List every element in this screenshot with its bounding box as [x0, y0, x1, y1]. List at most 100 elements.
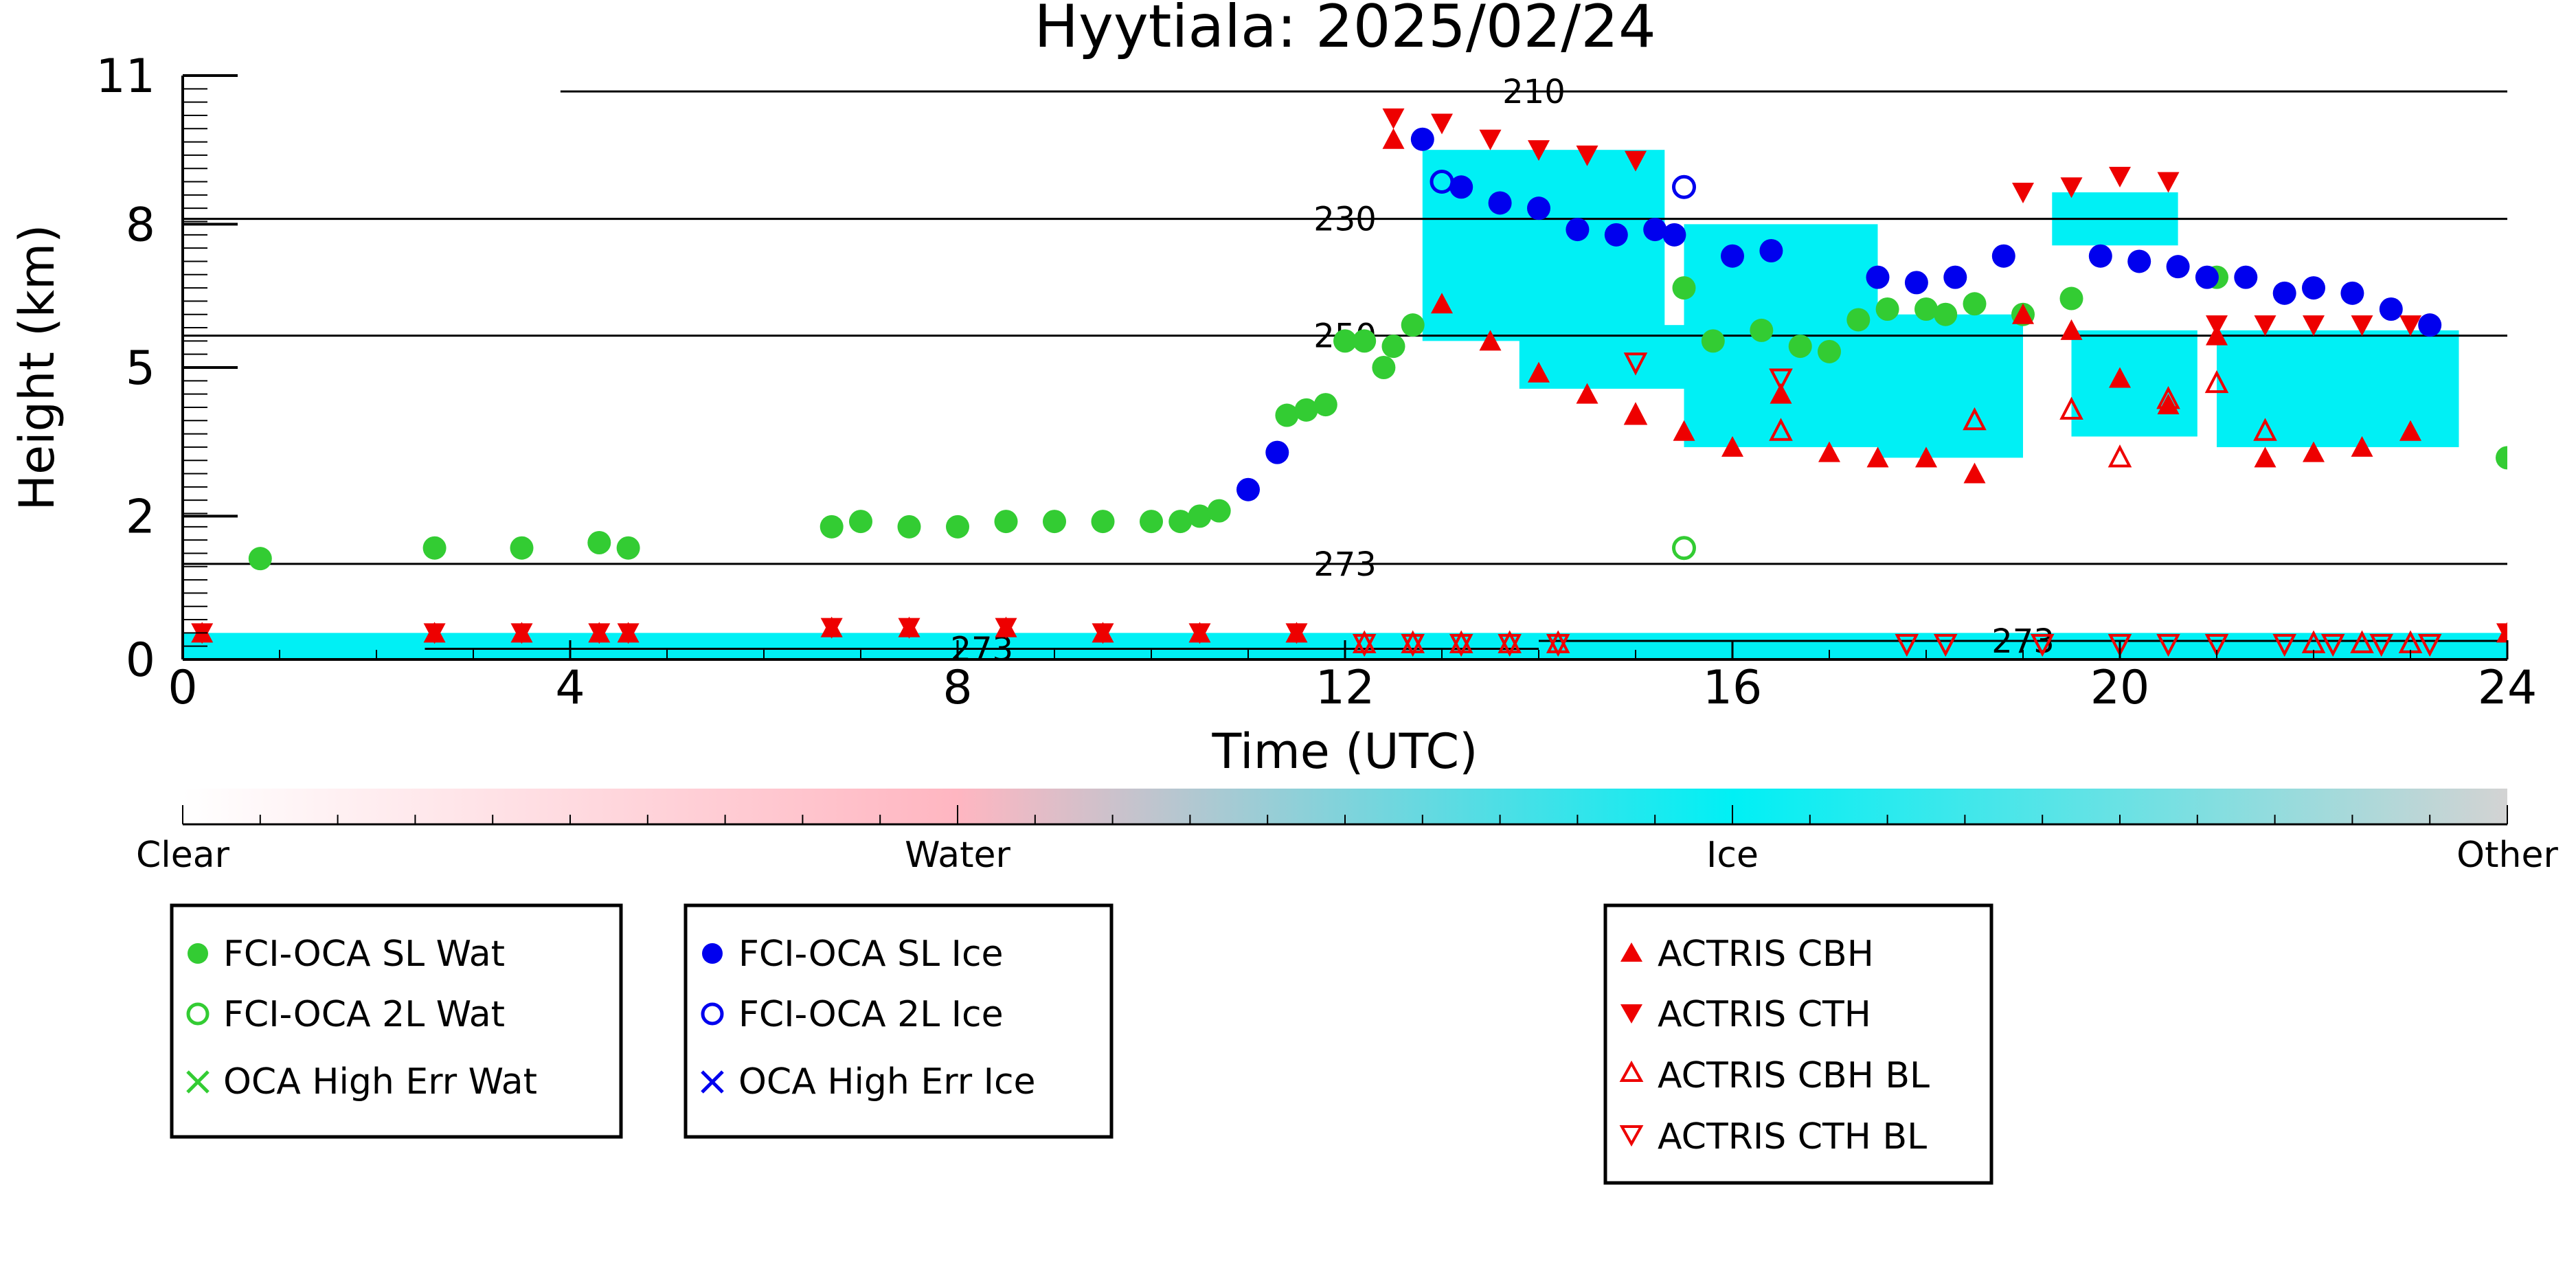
legend-actris-cbh-bl-label: ACTRIS CBH BL — [1658, 1055, 1930, 1096]
fci-oca-sl-wat-point-18 — [1313, 393, 1337, 417]
fci-oca-sl-wat-point-19 — [1333, 329, 1357, 353]
fci-oca-sl-wat-point-2 — [510, 536, 534, 560]
y-tick-label-3: 8 — [126, 198, 155, 252]
actris-cth-bl-point-4 — [1546, 633, 1570, 657]
actris-cbh-bl-point-12 — [2253, 418, 2277, 441]
fci-oca-sl-wat-point-28 — [1818, 339, 1841, 363]
legend-actris-cbh-label: ACTRIS CBH — [1658, 934, 1874, 975]
fci-oca-sl-wat-point-1 — [422, 536, 447, 560]
legend-ice-sl-label: FCI-OCA SL Ice — [738, 934, 1004, 975]
legend-ice: FCI-OCA SL Ice FCI-OCA 2L Ice OCA High E… — [683, 903, 1114, 1139]
fci-oca-sl-wat-point-17 — [1294, 398, 1318, 422]
y-tick-label-2: 5 — [126, 341, 155, 396]
legend-ice-box — [683, 903, 1114, 1139]
fci-oca-sl-ice-point-21 — [2272, 281, 2296, 305]
actris-cbh-bl-point-9 — [2108, 444, 2132, 468]
actris-cbh-point-14 — [1528, 361, 1550, 383]
fci-oca-sl-wat-point-31 — [1914, 297, 1938, 321]
legend-water-2l-label: FCI-OCA 2L Wat — [223, 994, 505, 1035]
plot-area: 210230250273273273 — [183, 73, 2507, 659]
actris-cbh-point-20 — [1818, 441, 1840, 462]
actris-cth-point-26 — [2496, 623, 2507, 644]
actris-cth-bl-point-6 — [1769, 368, 1793, 392]
actris-cbh-point-18 — [1721, 436, 1743, 457]
fci-oca-sl-wat-point-5 — [820, 515, 844, 539]
legend-water-err-label: OCA High Err Wat — [223, 1061, 537, 1103]
actris-cth-bl-point-2 — [1449, 633, 1473, 657]
fci-oca-2l-wat-point-0 — [1672, 536, 1696, 561]
actris-cth-point-20 — [2157, 172, 2180, 193]
x-tick-label-24: 24 — [2478, 661, 2538, 715]
x-axis-label: Time (UTC) — [1212, 723, 1478, 780]
fci-oca-sl-wat-point-33 — [1963, 292, 1987, 316]
y-tick-label-4: 11 — [95, 49, 155, 104]
actris-cth-point-21 — [2206, 315, 2228, 337]
x-tick-label-16: 16 — [1703, 661, 1763, 715]
actris-cth-point-5 — [820, 618, 843, 639]
actris-cth-point-19 — [2109, 166, 2131, 188]
actris-cth-point-25 — [2399, 315, 2421, 337]
fci-oca-sl-wat-point-35 — [2059, 286, 2083, 310]
actris-cth-point-11 — [1382, 108, 1405, 129]
actris-cbh-bl-point-11 — [2204, 370, 2229, 394]
actris-cbh-point-24 — [2012, 303, 2034, 324]
legend-actris-cth-bl-label: ACTRIS CTH BL — [1658, 1116, 1927, 1157]
actris-cth-point-24 — [2351, 315, 2373, 337]
actris-cth-bl-point-9 — [2030, 633, 2055, 657]
fci-oca-sl-wat-point-12 — [1140, 510, 1163, 534]
fci-oca-sl-wat-point-0 — [248, 547, 272, 571]
actris-cbh-point-23 — [1963, 462, 1986, 484]
colorbar-label-water: Water — [905, 835, 1010, 876]
y-tick-label-0: 0 — [126, 633, 155, 688]
legend-water: FCI-OCA SL Wat FCI-OCA 2L Wat OCA High E… — [170, 903, 623, 1139]
fci-oca-sl-ice-point-11 — [1759, 239, 1783, 262]
fci-oca-sl-wat-point-15 — [1207, 499, 1231, 523]
ice-region-5 — [2071, 330, 2197, 437]
fci-oca-sl-wat-point-20 — [1353, 329, 1377, 353]
actris-cth-bl-point-14 — [2320, 633, 2345, 657]
ice-cloud-layer — [183, 150, 2507, 659]
colorbar-label-clear: Clear — [136, 835, 230, 876]
fci-oca-sl-ice-point-2 — [1410, 127, 1434, 151]
colorbar: Clear Water Ice Other — [136, 789, 2558, 876]
actris-cbh-bl-point-6 — [1769, 418, 1793, 441]
actris-cbh-point-13 — [1479, 330, 1502, 351]
legend-water-err-marker — [186, 1070, 210, 1094]
legend-actris-cbh-marker — [1620, 942, 1642, 962]
fci-oca-sl-ice-point-18 — [2166, 255, 2190, 279]
isotherm-label-230: 230 — [1313, 201, 1377, 239]
isotherm-label-210: 210 — [1502, 73, 1566, 111]
actris-cth-bl-point-7 — [1895, 633, 1919, 657]
fci-oca-sl-wat-point-16 — [1275, 403, 1299, 427]
fci-oca-sl-wat-point-8 — [946, 515, 969, 539]
fci-oca-sl-ice-point-22 — [2302, 276, 2325, 300]
actris-cth-point-4 — [617, 623, 640, 644]
actris-cbh-point-15 — [1576, 383, 1598, 404]
actris-cbh-point-19 — [1770, 383, 1792, 404]
fci-oca-sl-wat-point-30 — [1875, 297, 1899, 321]
fci-oca-sl-wat-point-26 — [1750, 318, 1774, 342]
actris-cbh-bl-point-10 — [2156, 386, 2180, 409]
legend-actris-cth-bl-marker — [1619, 1125, 1644, 1147]
legend-ice-err-label: OCA High Err Ice — [738, 1061, 1036, 1103]
colorbar-label-other: Other — [2456, 835, 2558, 876]
fci-oca-sl-wat-point-4 — [616, 536, 640, 560]
actris-cbh-bl-point-7 — [1963, 407, 1987, 431]
fci-oca-sl-wat-point-32 — [1934, 302, 1958, 326]
fci-oca-sl-ice-point-16 — [2088, 244, 2112, 268]
actris-cth-bl-point-8 — [1933, 633, 1958, 657]
actris-cbh-point-12 — [1431, 293, 1453, 314]
x-tick-label-8: 8 — [942, 661, 972, 715]
legend-ice-2l-marker — [701, 1002, 724, 1026]
fci-oca-sl-wat-point-3 — [587, 531, 611, 554]
fci-oca-sl-wat-point-11 — [1091, 510, 1115, 534]
actris-cth-bl-point-12 — [2204, 633, 2229, 657]
ice-region-6 — [2217, 330, 2459, 447]
actris-cth-point-9 — [1188, 623, 1211, 644]
fci-oca-sl-ice-point-6 — [1566, 218, 1590, 242]
actris-cth-point-3 — [588, 623, 611, 644]
fci-oca-sl-ice-point-13 — [1904, 271, 1928, 295]
y-axis-label: Height (km) — [9, 225, 65, 511]
legend-water-box — [170, 903, 623, 1139]
